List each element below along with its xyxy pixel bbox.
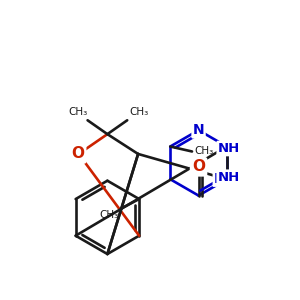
Text: O: O [71,146,84,161]
Text: CH₃: CH₃ [68,107,88,117]
Text: N: N [221,140,233,154]
Text: N: N [221,172,233,186]
Text: CH₃: CH₃ [99,210,118,220]
Text: CH₃: CH₃ [129,107,148,117]
Text: N: N [193,123,204,137]
Text: NH: NH [218,171,240,184]
Text: NH: NH [218,142,240,155]
Text: CH₃: CH₃ [194,146,213,157]
Text: N: N [213,172,225,186]
Text: O: O [192,159,205,174]
